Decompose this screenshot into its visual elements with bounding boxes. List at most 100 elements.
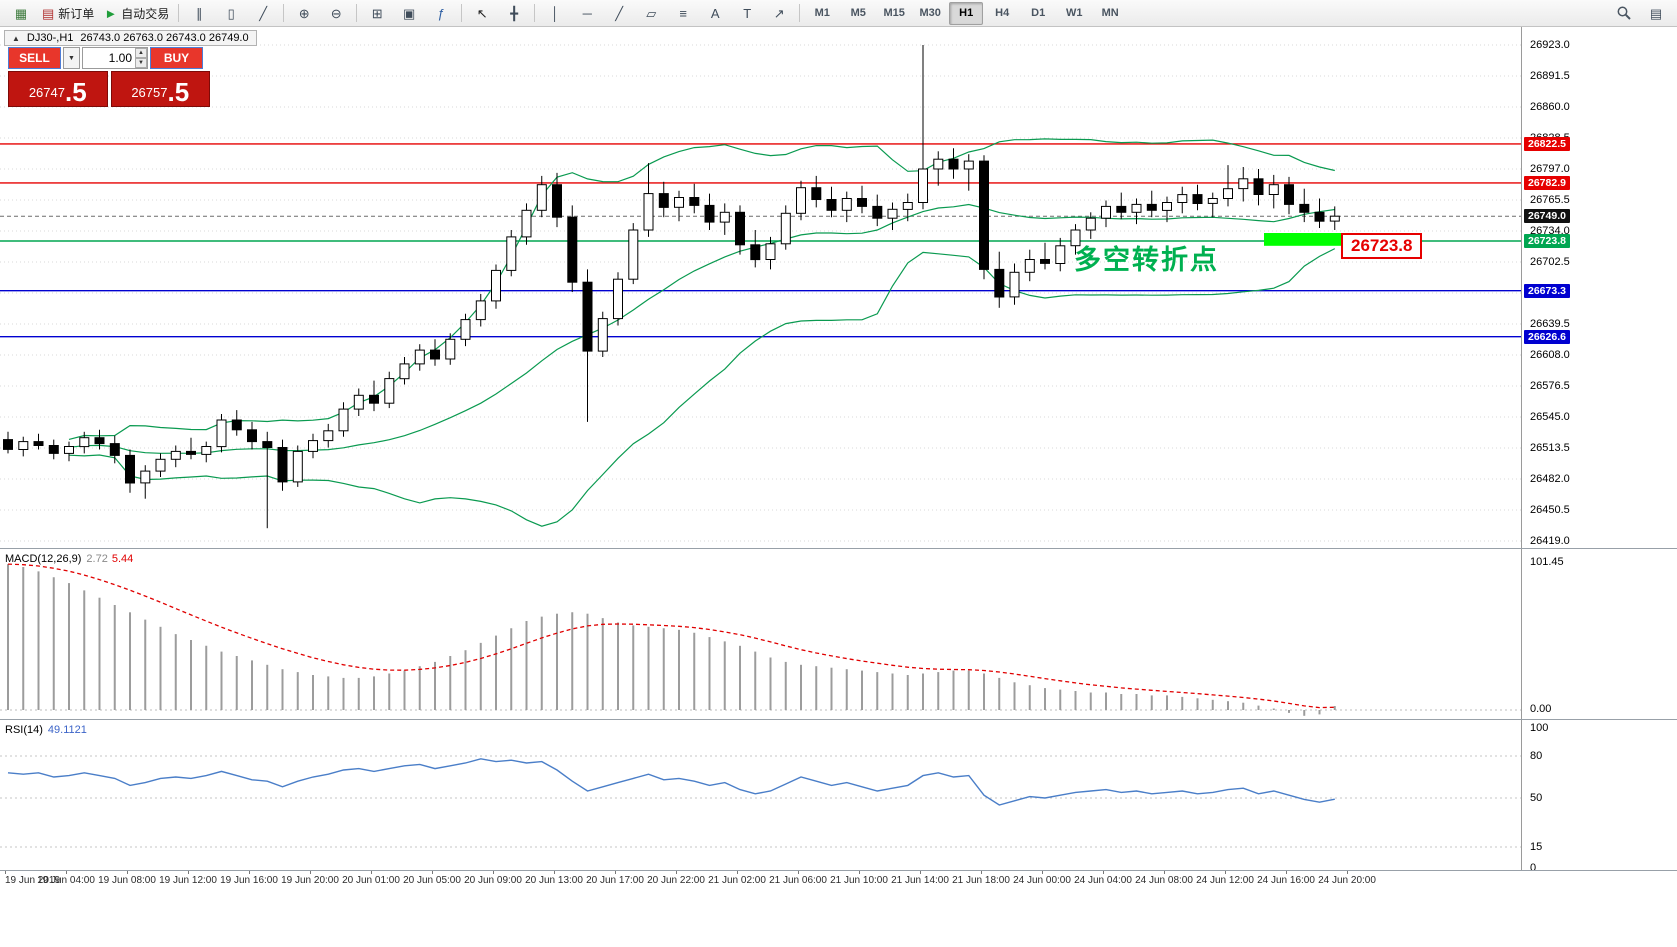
new-chart-icon[interactable]: ▦ [14,5,28,21]
timeframe-M1[interactable]: M1 [814,7,830,19]
time-tick [432,871,433,874]
data-window-icon[interactable]: ▤ [1649,5,1663,21]
autotrade-button[interactable]: ► 自动交易 [104,5,170,21]
price-tag: 26822.5 [1524,137,1570,151]
price-tag: 26673.3 [1524,284,1570,298]
time-axis-label: 24 Jun 08:00 [1135,875,1193,886]
price-pip-digit: .5 [64,77,87,107]
volume-input[interactable] [83,48,135,68]
sell-button[interactable]: SELL [8,47,61,69]
macd-value-main: 2.72 [86,553,108,565]
time-axis-label: 24 Jun 16:00 [1257,875,1315,886]
zoom-out-icon[interactable]: ⊖ [330,5,342,21]
buy-button[interactable]: BUY [150,47,203,69]
time-tick [554,871,555,874]
time-tick [737,871,738,874]
main-chart-pane[interactable]: ▲ DJ30-,H1 26743.0 26763.0 26743.0 26749… [0,27,1677,548]
rsi-axis-label: 15 [1530,841,1543,853]
buy-price-display[interactable]: 26757.5 [110,71,210,107]
time-axis-label: 24 Jun 04:00 [1074,875,1132,886]
volume-spinner: ▲ ▼ [135,48,147,68]
time-axis-label: 19 Jun 20:00 [281,875,339,886]
price-main-digits: 26747 [28,85,65,100]
toolbar: ▦ ▤ 新订单 ► 自动交易 ∥ ▯ ╱ ⊕ ⊖ ⊞ ▣ ƒ ↖ ╋ │ ─ ╱ ▱ ≡ A T ↗ M1 M5 M15 M30 H… [0,0,1677,27]
timeframe-M5[interactable]: M5 [850,7,866,19]
cursor-icon[interactable]: ↖ [476,5,488,21]
pane-splitter[interactable] [0,548,1677,549]
volume-preset-dropdown[interactable]: ▼ [63,47,80,69]
toolbar-separator [178,4,180,22]
time-axis-label: 20 Jun 01:00 [342,875,400,886]
price-callout[interactable]: 26723.8 [1341,233,1423,259]
macd-svg[interactable] [0,549,1521,719]
time-tick [5,871,6,874]
rsi-axis-label: 80 [1530,750,1543,762]
rsi-pane[interactable]: RSI(14) 49.1121 100 80 50 15 0 [0,720,1677,874]
trendline-icon[interactable]: ╱ [615,5,624,21]
timeframe-M30[interactable]: M30 [919,7,941,19]
pane-splitter[interactable] [0,870,1677,871]
volume-down-button[interactable]: ▼ [135,58,147,68]
time-axis-label: 24 Jun 20:00 [1318,875,1376,886]
collapse-icon[interactable]: ▲ [12,33,20,43]
candlestick-icon[interactable]: ▯ [227,5,235,21]
tile-windows-icon[interactable]: ▣ [403,5,416,21]
time-axis-label: 21 Jun 18:00 [952,875,1010,886]
time-axis: 19 Jun 2019 19 Jun 04:00 19 Jun 08:00 19 Ju… [0,871,1677,947]
sell-price-display[interactable]: 26747.5 [8,71,108,107]
crosshair-icon[interactable]: ╋ [510,5,519,21]
toolbar-right: ▤ [1608,2,1672,25]
grid-icon[interactable]: ⊞ [371,5,383,21]
timeframe-W1[interactable]: W1 [1065,7,1083,19]
chart-annotation-text[interactable]: 多空转折点 [1074,245,1219,275]
new-order-button[interactable]: ▤ 新订单 [42,5,95,21]
volume-up-button[interactable]: ▲ [135,48,147,58]
time-tick [1225,871,1226,874]
price-axis-label: 26608.0 [1530,349,1570,361]
price-axis-label: 26482.0 [1530,473,1570,485]
main-chart-svg[interactable] [0,27,1521,548]
time-tick [1103,871,1104,874]
timeframe-M15[interactable]: M15 [883,7,905,19]
rsi-label: RSI(14) 49.1121 [5,724,87,736]
timeframe-D1[interactable]: D1 [1031,7,1046,19]
timeframe-MN[interactable]: MN [1101,7,1119,19]
text-icon[interactable]: A [710,5,720,21]
arrows-icon[interactable]: ↗ [773,5,785,21]
bar-chart-icon[interactable]: ∥ [195,5,203,21]
price-axis-label: 26450.5 [1530,504,1570,516]
price-axis-label: 26797.0 [1530,163,1570,175]
search-icon[interactable] [1609,2,1639,25]
fibonacci-icon[interactable]: ≡ [679,5,687,21]
time-axis-label: 19 Jun 04:00 [37,875,95,886]
macd-pane[interactable]: MACD(12,26,9) 2.72 5.44 101.45 0.00 [0,549,1677,719]
channel-icon[interactable]: ▱ [646,5,657,21]
indicators-icon[interactable]: ƒ [437,5,445,21]
price-axis-label: 26639.5 [1530,318,1570,330]
rsi-svg[interactable] [0,720,1521,870]
timeframe-H1[interactable]: H1 [949,1,984,25]
rsi-axis-label: 0 [1530,862,1537,874]
one-click-trading-panel: SELL ▼ ▲ ▼ BUY 26747.5 26757.5 [8,47,210,107]
zoom-in-icon[interactable]: ⊕ [298,5,310,21]
timeframe-H4[interactable]: H4 [995,7,1010,19]
time-axis-label: 21 Jun 10:00 [830,875,888,886]
toolbar-separator [799,4,801,22]
pane-splitter[interactable] [0,719,1677,720]
toolbar-separator [283,4,285,22]
price-axis-label: 26860.0 [1530,101,1570,113]
macd-title: MACD(12,26,9) [5,553,82,565]
macd-axis: 101.45 0.00 [1521,549,1677,719]
price-axis-label: 26545.0 [1530,411,1570,423]
vertical-line-icon[interactable]: │ [551,5,560,21]
macd-axis-zero: 0.00 [1530,703,1552,715]
price-axis-label: 26702.5 [1530,256,1570,268]
time-tick [493,871,494,874]
line-chart-icon[interactable]: ╱ [259,5,268,21]
horizontal-line-icon[interactable]: ─ [582,5,592,21]
timeframe-buttons: M1 M5 M15 M30 H1 H4 D1 W1 MN [804,1,1128,25]
rsi-axis-label: 50 [1530,792,1543,804]
label-icon[interactable]: T [743,5,752,21]
price-axis-label: 26419.0 [1530,535,1570,547]
